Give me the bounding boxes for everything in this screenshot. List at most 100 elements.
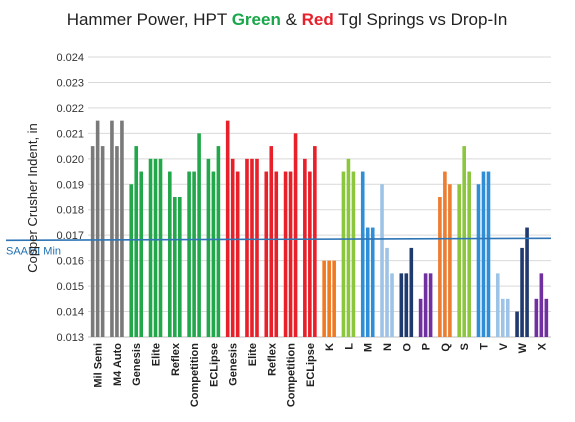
bar (308, 171, 312, 337)
y-axis-ticks: 0.013 0.014 0.015 0.016 0.017 0.018 0.019 0.020… (56, 52, 84, 344)
y-tick-label: 0.014 (56, 307, 84, 319)
category-label: Reflex (170, 342, 182, 376)
bar (399, 273, 404, 337)
category-label: Reflex (266, 342, 278, 376)
bar (534, 298, 539, 337)
title-part3: Tgl Springs vs Drop-In (334, 10, 508, 29)
y-tick-label: 0.024 (56, 52, 84, 64)
bar (385, 247, 389, 337)
bar (264, 171, 269, 337)
bar (293, 133, 298, 337)
saami-line (5, 237, 552, 242)
bar (178, 197, 182, 337)
category-label: X (536, 342, 548, 350)
x-axis-labels: Mil Semi M4 Auto Genesis Elite Reflex Competi… (93, 342, 549, 407)
bars (90, 120, 549, 338)
category-label: Elite (151, 343, 163, 366)
title-red: Red (302, 10, 334, 29)
bar (211, 171, 216, 337)
y-tick-label: 0.023 (56, 77, 84, 89)
y-axis-title: Copper Crusher Indent, in (25, 123, 40, 273)
bar (322, 260, 326, 337)
y-tick-label: 0.016 (56, 256, 84, 268)
bar (129, 184, 134, 337)
category-label: Genesis (228, 343, 240, 386)
category-label: N (382, 343, 394, 351)
chart-title: Hammer Power, HPT Green & Red Tgl Spring… (67, 10, 508, 29)
bar (206, 158, 211, 337)
category-label: O (401, 343, 413, 352)
category-label: K (324, 343, 336, 351)
bar (110, 120, 114, 338)
saami-label: SAAMI Min (6, 245, 61, 257)
bar (428, 273, 433, 337)
bar (332, 260, 336, 337)
category-label: P (421, 343, 433, 350)
bar (327, 260, 331, 337)
bar (360, 171, 365, 337)
bar (520, 247, 524, 337)
bar (134, 146, 139, 337)
y-tick-label: 0.013 (56, 332, 84, 344)
category-label: Competition (286, 343, 298, 407)
bar (216, 146, 221, 337)
bar (505, 298, 510, 337)
bar (90, 146, 95, 337)
bar (274, 171, 279, 337)
category-label: Elite (247, 343, 259, 366)
bar (525, 227, 529, 337)
category-label: Q (440, 343, 452, 352)
bar (423, 273, 428, 337)
category-label: ECLipse (208, 343, 220, 387)
title-part2: & (281, 10, 302, 29)
bar (225, 120, 230, 338)
bar (173, 197, 177, 337)
y-tick-label: 0.018 (56, 205, 84, 217)
bar (245, 158, 249, 337)
bar (100, 146, 105, 337)
bar (486, 171, 491, 337)
bar (467, 171, 471, 337)
bar (457, 184, 461, 337)
category-label: T (478, 343, 490, 350)
bar (192, 171, 196, 337)
bar (380, 184, 384, 337)
bar (313, 146, 317, 337)
category-label: M4 Auto (112, 343, 124, 386)
category-label: M (363, 343, 375, 352)
bar (438, 197, 442, 337)
bar (139, 171, 144, 337)
bar (481, 171, 486, 337)
y-tick-label: 0.015 (56, 281, 84, 293)
bar (269, 146, 274, 337)
bar (197, 133, 201, 337)
category-label: L (343, 343, 355, 350)
bar (187, 171, 191, 337)
category-label: S (459, 343, 471, 350)
category-label: Genesis (131, 343, 143, 386)
bar (515, 311, 519, 337)
bar (255, 158, 259, 337)
bar (365, 227, 370, 337)
bar (95, 120, 100, 338)
category-label: V (498, 342, 510, 350)
bar (404, 273, 409, 337)
bar (250, 158, 254, 337)
bar (283, 171, 288, 337)
bar (341, 171, 346, 337)
y-tick-label: 0.020 (56, 154, 84, 166)
bar (153, 158, 158, 337)
gridlines (88, 56, 551, 338)
bar (351, 171, 356, 337)
bar (500, 298, 505, 337)
bar (230, 158, 235, 337)
category-label: W (517, 342, 529, 353)
y-tick-label: 0.021 (56, 128, 84, 140)
category-label: Mil Semi (93, 343, 105, 388)
title-green: Green (232, 10, 281, 29)
bar (115, 146, 119, 337)
bar (495, 273, 500, 337)
title-part1: Hammer Power, HPT (67, 10, 232, 29)
